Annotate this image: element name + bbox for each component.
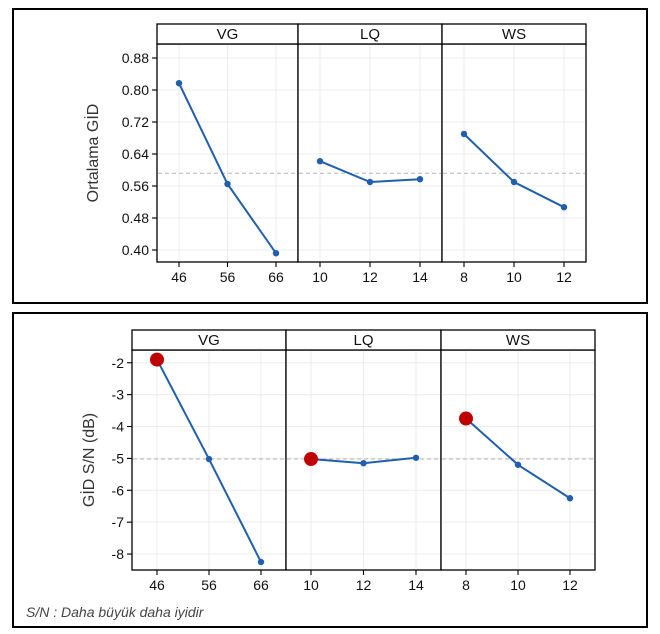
data-point: [412, 454, 420, 461]
x-tick-label: 12: [562, 577, 578, 593]
x-tick-label: 66: [253, 577, 269, 593]
y-tick-label: -8: [112, 546, 125, 562]
y-tick-label: -2: [112, 355, 125, 371]
x-tick-label: 10: [312, 269, 328, 285]
sn-note: S/N : Daha büyük daha iyidir: [26, 604, 204, 620]
data-point: [224, 180, 231, 188]
data-point: [366, 178, 374, 186]
data-point: [514, 461, 522, 468]
x-tick-label: 10: [506, 269, 522, 285]
means-chart-svg: Ortalama GİD 0.40 0.48 0.56 0.64 0.72 0.80 0.88…: [83, 23, 587, 285]
data-point: [272, 250, 280, 257]
x-tick-label: 66: [268, 269, 284, 285]
panel-strip-label: VG: [217, 26, 239, 43]
x-tick-label: 12: [362, 269, 378, 285]
data-point: [175, 80, 183, 87]
data-point: [257, 558, 265, 566]
x-tick-label: 12: [356, 577, 372, 593]
panel-strip-label: VG: [198, 332, 220, 349]
main-effects-sn-chart: GİD S/N (dB) -2 -3 -4 -5 -6 -7 -8 VG 46 56 66 LQ 10 12…: [12, 312, 648, 628]
y-tick-label: 0.64: [122, 146, 149, 162]
x-tick-label: 12: [556, 269, 572, 285]
x-tick-label: 10: [510, 577, 526, 593]
main-effects-means-chart: Ortalama GİD 0.40 0.48 0.56 0.64 0.72 0.80 0.88…: [12, 8, 648, 304]
y-tick-label: 0.72: [122, 114, 149, 130]
y-tick-label: -4: [112, 419, 125, 435]
x-tick-label: 14: [412, 269, 428, 285]
panel-strip: [440, 329, 596, 351]
x-tick-label: 46: [171, 269, 187, 285]
x-tick-label: 46: [149, 577, 165, 593]
optimal-level-point: [459, 411, 473, 426]
data-point: [510, 178, 518, 186]
sn-chart-svg: GİD S/N (dB) -2 -3 -4 -5 -6 -7 -8 VG 46 56 66 LQ 10 12…: [79, 329, 596, 593]
y-tick-label: -6: [112, 482, 125, 498]
x-tick-label: 14: [408, 577, 424, 593]
data-point: [205, 455, 213, 463]
optimal-level-point: [304, 452, 318, 467]
panel-strip-label: LQ: [360, 26, 380, 43]
data-point: [316, 158, 324, 165]
optimal-level-point: [150, 352, 164, 367]
y-tick-label: 0.40: [122, 242, 149, 258]
x-tick-label: 8: [460, 269, 468, 285]
y-tick-label: 0.80: [122, 82, 149, 98]
panel-strip-label: WS: [506, 332, 530, 349]
y-axis-label: GİD S/N (dB): [79, 413, 98, 507]
data-point: [560, 204, 568, 211]
data-point: [566, 495, 574, 502]
x-tick-label: 56: [220, 269, 236, 285]
x-tick-label: 56: [201, 577, 217, 593]
y-tick-label: -5: [112, 450, 125, 466]
data-point: [460, 130, 468, 138]
x-tick-label: 8: [462, 577, 470, 593]
y-tick-label: -3: [112, 387, 125, 403]
y-tick-label: 0.56: [122, 178, 149, 194]
data-point: [416, 176, 424, 183]
y-axis-label: Ortalama GİD: [83, 104, 102, 203]
y-tick-label: 0.88: [122, 50, 149, 66]
y-tick-label: 0.48: [122, 210, 149, 226]
y-tick-label: -7: [112, 514, 125, 530]
x-tick-label: 10: [303, 577, 319, 593]
panel-strip: [441, 23, 587, 45]
data-point: [360, 459, 367, 467]
panel-strip-label: LQ: [353, 332, 373, 349]
panel-strip-label: WS: [502, 26, 526, 43]
